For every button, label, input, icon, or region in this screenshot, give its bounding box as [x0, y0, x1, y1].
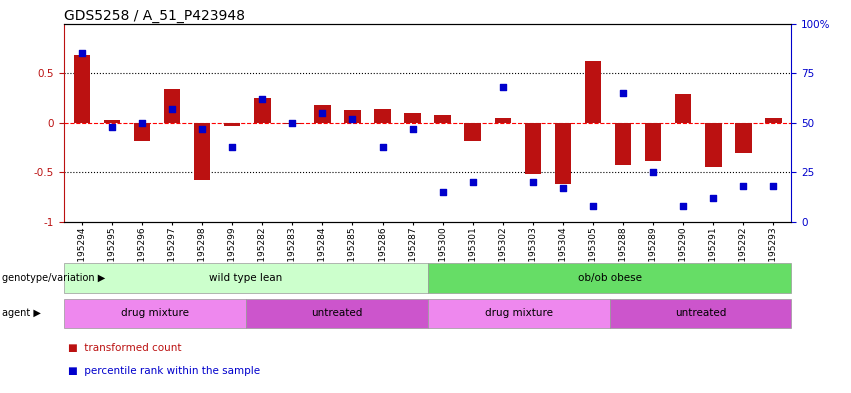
Bar — [254, 98, 271, 123]
Bar — [609, 299, 791, 328]
Point — [226, 143, 239, 150]
Bar — [614, 123, 631, 165]
Bar — [246, 299, 427, 328]
Text: untreated: untreated — [675, 309, 726, 318]
Bar — [64, 299, 246, 328]
Point — [496, 84, 510, 90]
Point — [736, 183, 750, 189]
Text: GDS5258 / A_51_P423948: GDS5258 / A_51_P423948 — [64, 9, 245, 22]
Bar — [404, 113, 421, 123]
Bar — [705, 123, 722, 167]
Bar — [765, 118, 782, 123]
Point — [677, 203, 690, 209]
Bar — [314, 105, 331, 123]
Text: ■  percentile rank within the sample: ■ percentile rank within the sample — [68, 366, 260, 376]
Point — [255, 96, 269, 102]
Bar — [194, 123, 210, 180]
Bar — [163, 89, 180, 123]
Text: agent ▶: agent ▶ — [2, 309, 41, 318]
Text: ■  transformed count: ■ transformed count — [68, 343, 181, 353]
Text: untreated: untreated — [311, 309, 363, 318]
Point — [106, 124, 119, 130]
Bar — [585, 61, 602, 123]
Point — [556, 185, 569, 191]
Point — [526, 179, 540, 185]
Point — [436, 189, 449, 195]
Point — [135, 119, 149, 126]
Point — [196, 126, 209, 132]
Point — [586, 203, 600, 209]
Bar — [73, 55, 90, 123]
Point — [286, 119, 300, 126]
Bar — [64, 263, 427, 293]
Text: drug mixture: drug mixture — [484, 309, 552, 318]
Bar — [224, 123, 241, 126]
Point — [706, 195, 720, 201]
Text: ob/ob obese: ob/ob obese — [578, 273, 642, 283]
Bar — [524, 123, 541, 174]
Bar — [134, 123, 151, 141]
Bar — [675, 94, 692, 123]
Bar — [494, 118, 511, 123]
Text: genotype/variation ▶: genotype/variation ▶ — [2, 273, 105, 283]
Bar — [427, 299, 609, 328]
Bar — [374, 109, 391, 123]
Point — [75, 50, 89, 57]
Bar — [645, 123, 661, 160]
Bar — [427, 263, 791, 293]
Point — [406, 126, 420, 132]
Point — [316, 110, 329, 116]
Point — [165, 106, 179, 112]
Text: wild type lean: wild type lean — [209, 273, 283, 283]
Point — [616, 90, 630, 96]
Point — [646, 169, 660, 176]
Point — [767, 183, 780, 189]
Bar — [555, 123, 571, 184]
Point — [376, 143, 390, 150]
Bar — [284, 123, 300, 124]
Bar — [434, 115, 451, 123]
Point — [346, 116, 359, 122]
Bar — [465, 123, 481, 141]
Bar — [104, 120, 120, 123]
Text: drug mixture: drug mixture — [121, 309, 189, 318]
Bar — [735, 123, 751, 152]
Bar — [344, 110, 361, 123]
Point — [465, 179, 479, 185]
